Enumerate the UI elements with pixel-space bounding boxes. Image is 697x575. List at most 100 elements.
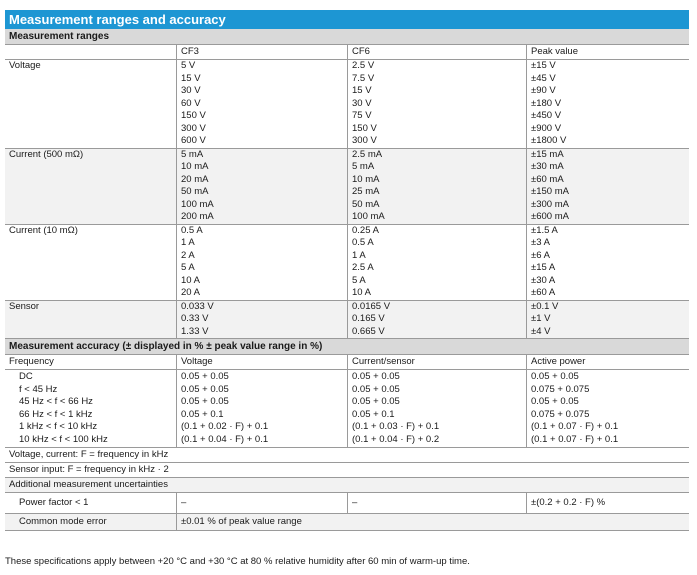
accuracy-value: 0.075 + 0.075 — [531, 408, 590, 420]
range-value: 10 A — [181, 274, 201, 286]
range-value: 2.5 V — [352, 60, 375, 71]
accuracy-voltage-column: 0.05 + 0.05 0.05 + 0.05 0.05 + 0.05 0.05 + … — [176, 370, 347, 447]
common-mode-value: ±0.01 % of peak value range — [176, 514, 689, 530]
accuracy-value: 0.05 + 0.1 — [352, 408, 395, 420]
peak-values: ±1.5 A ±3 A ±6 A ±15 A ±30 A ±60 A — [526, 224, 689, 300]
ranges-heading: Measurement ranges — [5, 29, 689, 45]
accuracy-value: (0.1 + 0.07 · F) + 0.1 — [531, 433, 619, 445]
range-value: 7.5 V — [352, 72, 375, 84]
range-value: 2.5 mA — [352, 148, 383, 160]
range-label-text: Voltage — [9, 60, 41, 71]
range-label-text: Current (500 mΩ) — [9, 148, 84, 160]
range-value: 1 A — [181, 237, 195, 248]
accuracy-frequency-column: DC f < 45 Hz 45 Hz < f < 66 Hz 66 Hz < f < … — [5, 370, 176, 447]
range-value: 5 mA — [181, 148, 204, 160]
power-factor-row: Power factor < 1 – – ±(0.2 + 0.2 · F) % — [5, 493, 689, 514]
accuracy-rows: DC f < 45 Hz 45 Hz < f < 66 Hz 66 Hz < f < … — [5, 370, 689, 448]
accuracy-value: 0.05 + 0.05 — [181, 371, 229, 382]
ranges-col-cf3: CF3 — [176, 45, 347, 59]
range-value: ±150 mA — [531, 186, 569, 197]
range-value: 1.33 V — [181, 325, 209, 337]
range-value: ±60 A — [531, 287, 556, 298]
range-value: ±30 A — [531, 274, 556, 286]
ranges-body: Voltage 5 V 15 V 30 V 60 V 150 V 300 V 600 V 2.5… — [5, 60, 689, 339]
range-value: 5 V — [181, 60, 196, 71]
power-factor-label: Power factor < 1 — [19, 497, 89, 508]
ranges-col-peak: Peak value — [526, 45, 689, 59]
cf3-values: 5 V 15 V 30 V 60 V 150 V 300 V 600 V — [176, 60, 347, 148]
range-group-row: Sensor 0.033 V 0.33 V 1.33 V 0.0165 V 0.165 V… — [5, 300, 689, 339]
range-value: 600 V — [181, 135, 206, 146]
accuracy-col-frequency: Frequency — [9, 356, 54, 367]
range-value: 50 mA — [181, 186, 209, 197]
range-value: 150 V — [352, 122, 377, 134]
accuracy-value: 0.05 + 0.05 — [352, 396, 400, 407]
range-value: ±15 V — [531, 60, 556, 71]
accuracy-value: 0.05 + 0.05 — [352, 371, 400, 382]
range-value: 60 V — [181, 97, 201, 109]
range-value: 20 A — [181, 287, 201, 298]
range-value: 100 mA — [181, 198, 214, 210]
range-value: ±600 mA — [531, 211, 569, 222]
accuracy-heading: Measurement accuracy (± displayed in % ±… — [5, 339, 689, 355]
note-row-1: Voltage, current: F = frequency in kHz — [5, 448, 689, 463]
ranges-col-cf6: CF6 — [347, 45, 526, 59]
accuracy-col-current: Current/sensor — [347, 355, 526, 369]
accuracy-value: DC — [19, 371, 33, 382]
range-value: ±60 mA — [531, 173, 564, 185]
range-value: ±45 V — [531, 72, 556, 84]
range-value: ±90 V — [531, 85, 556, 96]
range-value: 2.5 A — [352, 262, 374, 273]
cf3-values: 5 mA 10 mA 20 mA 50 mA 100 mA 200 mA — [176, 148, 347, 224]
note-sensor-input: Sensor input: F = frequency in kHz · 2 — [9, 464, 169, 475]
accuracy-value: (0.1 + 0.07 · F) + 0.1 — [531, 421, 619, 432]
range-value: ±300 mA — [531, 198, 569, 210]
range-value: ±180 V — [531, 97, 562, 109]
accuracy-col-voltage: Voltage — [176, 355, 347, 369]
cf6-values: 2.5 mA 5 mA 10 mA 25 mA 50 mA 100 mA — [347, 148, 526, 224]
accuracy-value: 0.05 + 0.05 — [181, 383, 229, 395]
accuracy-value: 1 kHz < f < 10 kHz — [19, 421, 98, 432]
range-value: ±1 V — [531, 313, 551, 324]
power-factor-power: ±(0.2 + 0.2 · F) % — [526, 493, 689, 513]
accuracy-power-column: 0.05 + 0.05 0.075 + 0.075 0.05 + 0.05 0.075… — [526, 370, 689, 447]
range-value: 15 V — [181, 72, 201, 84]
range-value: 5 mA — [352, 161, 375, 172]
range-group-label: Current (10 mΩ) — [5, 225, 176, 300]
common-mode-row: Common mode error ±0.01 % of peak value … — [5, 514, 689, 531]
range-value: 0.665 V — [352, 325, 385, 337]
range-value: ±1.5 A — [531, 224, 558, 236]
range-value: 300 V — [352, 135, 377, 146]
range-value: 5 A — [352, 274, 366, 286]
accuracy-value: 0.05 + 0.05 — [181, 396, 229, 407]
additional-uncertainties: Additional measurement uncertainties — [9, 479, 168, 490]
range-value: 25 mA — [352, 186, 380, 197]
range-value: 20 mA — [181, 173, 209, 185]
range-value: 0.25 A — [352, 224, 379, 236]
range-value: ±15 mA — [531, 148, 564, 160]
accuracy-value: 0.075 + 0.075 — [531, 383, 590, 395]
accuracy-value: 66 Hz < f < 1 kHz — [19, 408, 93, 420]
accuracy-value: 0.05 + 0.05 — [531, 371, 579, 382]
range-group-label: Current (500 mΩ) — [5, 149, 176, 224]
range-value: ±450 V — [531, 110, 562, 121]
peak-values: ±15 V ±45 V ±90 V ±180 V ±450 V ±900 V ±1800 V — [526, 60, 689, 148]
accuracy-value: f < 45 Hz — [19, 383, 58, 395]
range-value: 200 mA — [181, 211, 214, 222]
peak-values: ±15 mA ±30 mA ±60 mA ±150 mA ±300 mA ±600 mA — [526, 148, 689, 224]
range-value: 0.5 A — [352, 237, 374, 248]
spec-table: Measurement ranges and accuracy Measurem… — [5, 10, 689, 531]
ranges-header-row: CF3 CF6 Peak value — [5, 45, 689, 60]
accuracy-value: 10 kHz < f < 100 kHz — [19, 433, 108, 445]
additional-row: Additional measurement uncertainties — [5, 478, 689, 493]
range-value: 100 mA — [352, 211, 385, 222]
accuracy-value: (0.1 + 0.03 · F) + 0.1 — [352, 421, 440, 432]
range-label-text: Current (10 mΩ) — [9, 224, 78, 236]
range-value: 0.033 V — [181, 300, 214, 312]
range-value: ±4 V — [531, 325, 551, 337]
range-value: 150 V — [181, 110, 206, 121]
accuracy-current-column: 0.05 + 0.05 0.05 + 0.05 0.05 + 0.05 0.05 + … — [347, 370, 526, 447]
footer-note: These specifications apply between +20 °… — [5, 556, 470, 567]
